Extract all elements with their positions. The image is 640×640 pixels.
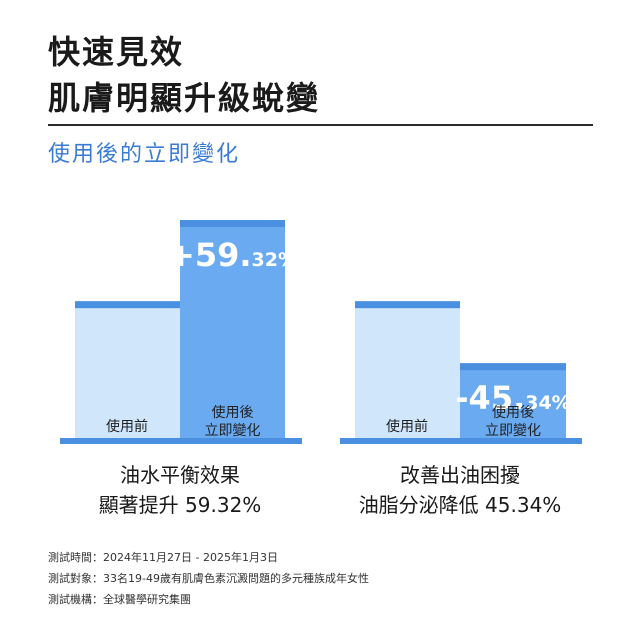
- chart2-after-label-line2: 立即變化: [485, 423, 541, 439]
- headline-line-1: 快速見效: [48, 33, 185, 71]
- chart1-after-label-line1: 使用後: [211, 405, 254, 421]
- chart2-caption: 改善出油困擾 油脂分泌降低 45.34%: [340, 460, 580, 520]
- chart1-caption-line2: 顯著提升 59.32%: [98, 493, 262, 517]
- chart2-after-label: 使用後 立即變化: [460, 404, 566, 440]
- chart1-after-bar: [180, 220, 285, 438]
- chart1-after-bar-cap: [180, 220, 285, 227]
- chart1-caption-line1: 油水平衡效果: [120, 463, 240, 487]
- chart1-change-label-decimal: 32%: [252, 249, 297, 271]
- chart2-before-bar-cap: [355, 301, 460, 309]
- chart2-before-label: 使用前: [386, 419, 428, 435]
- chart2-change-label-decimal: 34%: [525, 392, 570, 414]
- headline-line-2: 肌膚明顯升級蛻變: [48, 79, 321, 117]
- chart1-before-bar: [75, 301, 180, 438]
- chart1-caption: 油水平衡效果 顯著提升 59.32%: [60, 460, 300, 520]
- chart2-before-bar: [355, 301, 460, 438]
- chart2-after-bar: [460, 363, 566, 438]
- chart1-before-bar-cap: [75, 301, 180, 309]
- chart2-caption-line2: 油脂分泌降低 45.34%: [358, 493, 562, 517]
- chart1-after-label: 使用後 立即變化: [180, 404, 285, 440]
- subtitle: 使用後的立即變化: [48, 142, 241, 167]
- footnote-institution: 測試機構：全球醫學研究集團: [48, 593, 191, 606]
- chart1-change-label-main: +59.: [168, 236, 252, 274]
- footnote-subjects: 測試對象：33名19-49歲有肌膚色素沉澱問題的多元種族成年女性: [48, 572, 369, 585]
- chart2-baseline: [340, 438, 582, 444]
- footnote-period: 測試時間：2024年11月27日 - 2025年1月3日: [48, 551, 278, 564]
- chart2-change-label-main: -45.: [455, 379, 525, 417]
- chart2-change-label: -45.34%: [455, 379, 570, 417]
- chart1-change-label: +59.32%: [168, 236, 297, 274]
- chart2-caption-line1: 改善出油困擾: [400, 463, 520, 487]
- chart1-before-label: 使用前: [106, 419, 148, 435]
- chart2-after-bar-cap: [460, 363, 566, 371]
- chart2-after-label-line1: 使用後: [492, 405, 534, 421]
- chart1-after-label-line2: 立即變化: [204, 423, 261, 439]
- chart1-baseline: [60, 438, 302, 444]
- divider: [48, 124, 593, 126]
